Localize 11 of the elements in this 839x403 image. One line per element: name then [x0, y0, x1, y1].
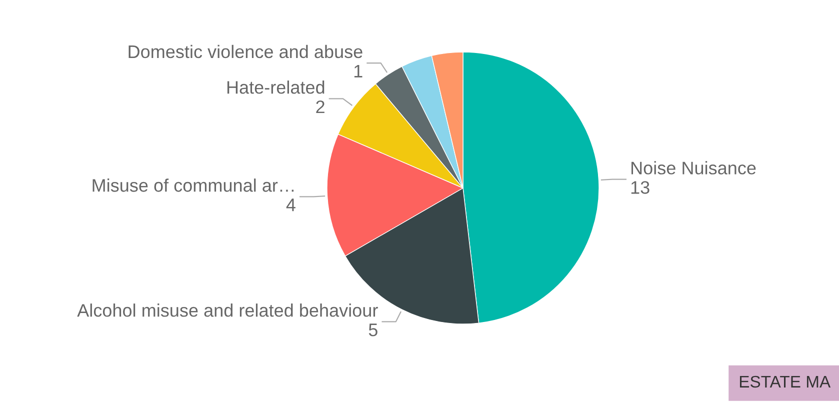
slice-label: Alcohol misuse and related behaviour: [77, 304, 378, 317]
slice-label: Noise Nuisance: [632, 161, 756, 174]
data-label: 5: [368, 324, 378, 336]
data-label: 1: [354, 64, 362, 78]
data-label: 4: [286, 198, 296, 212]
text: ESTATE MA: [740, 376, 831, 388]
data-label: 13: [631, 181, 650, 194]
data-label: 2: [316, 100, 324, 114]
slice-label: Domestic violence and abuse: [128, 44, 362, 58]
slice-label: Hate-related: [227, 80, 324, 94]
slice-label: Misuse of communal ar…: [92, 178, 294, 192]
